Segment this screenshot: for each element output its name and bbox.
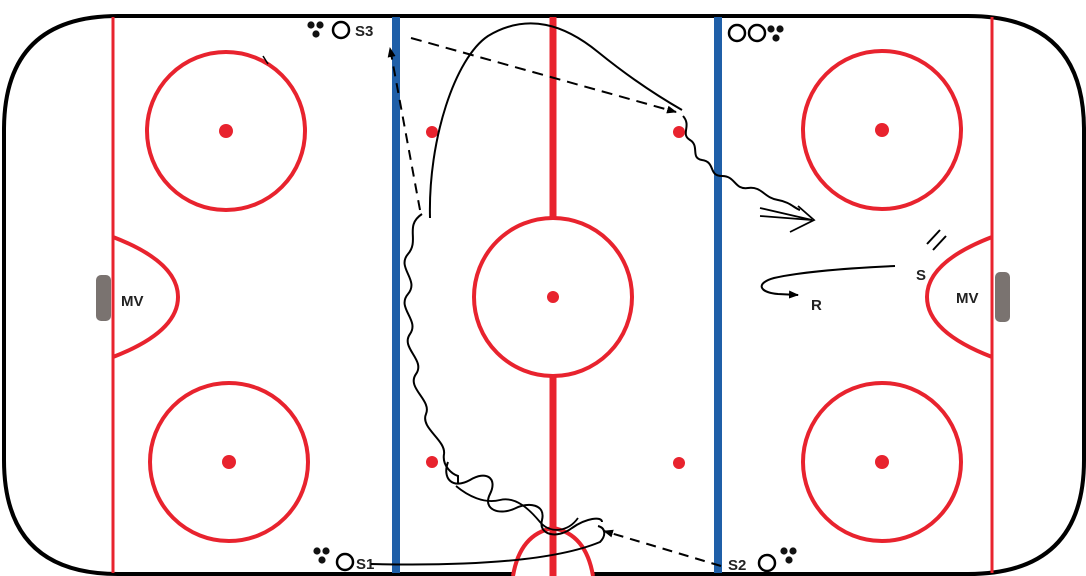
station-s1-label: S1: [356, 556, 374, 573]
faceoff-dot-top-left: [219, 124, 233, 138]
goalie-label-left: MV: [121, 293, 144, 310]
faceoff-circle-top-left: [145, 50, 307, 212]
shot-double-slash-icon: [926, 229, 947, 251]
faceoff-dot-bottom-right: [875, 455, 889, 469]
faceoff-dot-bottom-left: [222, 455, 236, 469]
faceoff-dot-top-right: [875, 123, 889, 137]
path-tick-mark: [262, 55, 269, 65]
tight-turns-path-2: [455, 485, 579, 531]
left-goal-crease: [112, 235, 181, 359]
station-s3-label: S3: [355, 23, 373, 40]
rebound-path: [760, 265, 896, 299]
rebound-label: R: [811, 297, 822, 314]
top-right-player-icon-1: [727, 23, 747, 43]
pass-up-to-s3: [387, 47, 421, 211]
right-goal-crease: [924, 235, 993, 359]
top-right-player-icon-2: [747, 23, 767, 43]
goalie-label-right: MV: [956, 290, 979, 307]
neutral-dot-bottom-left: [426, 456, 438, 468]
right-goal-net: [995, 272, 1010, 322]
tight-turns-path: [445, 461, 603, 536]
station-s2-player-icon: [757, 553, 777, 573]
neutral-dot-bottom-right: [673, 457, 685, 469]
station-s3-player-icon: [331, 20, 351, 40]
station-s2-label: S2: [728, 557, 746, 574]
neutral-dot-top-left: [426, 126, 438, 138]
center-dot: [547, 291, 559, 303]
top-right-puck-pile-icon: [767, 25, 784, 42]
shot-label: S: [916, 267, 926, 284]
faceoff-circle-top-right: [801, 49, 963, 211]
stickhandling-path-down: [403, 213, 459, 484]
shot-arrow-icon: [759, 205, 816, 233]
station-s3-puck-pile-icon: [307, 21, 324, 38]
station-s1-puck-pile-icon: [313, 547, 330, 564]
pass-s2-to-player: [603, 529, 722, 567]
station-s1-player-icon: [335, 552, 355, 572]
puck-carry-into-zone: [682, 115, 801, 211]
pass-s3-to-player: [410, 37, 677, 114]
station-s2-puck-pile-icon: [780, 547, 797, 564]
left-goal-net: [96, 275, 111, 321]
faceoff-circle-bottom-right: [801, 381, 963, 543]
faceoff-circle-bottom-left: [148, 381, 310, 543]
neutral-dot-top-right: [673, 126, 685, 138]
